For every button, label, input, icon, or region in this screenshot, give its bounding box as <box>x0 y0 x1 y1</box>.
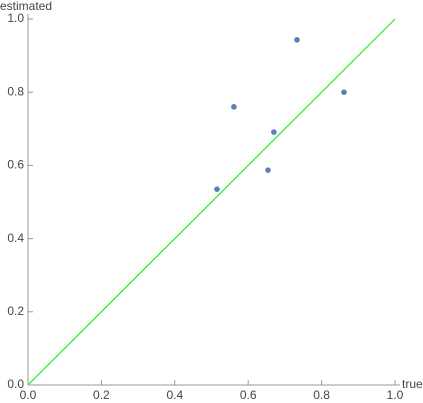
point <box>271 129 277 135</box>
x-tick-label: 0.8 <box>313 388 330 402</box>
x-tick-label: 0.6 <box>240 388 257 402</box>
x-axis-label: true <box>402 377 423 391</box>
y-tick-label: 0.4 <box>7 231 24 245</box>
y-tick-label: 1.0 <box>7 11 24 25</box>
x-tick-label: 1.0 <box>387 388 404 402</box>
x-tick-label: 0.4 <box>166 388 183 402</box>
y-tick-label: 0.8 <box>7 84 24 98</box>
y-tick-label: 0.2 <box>7 304 24 318</box>
reference-line <box>27 18 396 386</box>
point <box>265 167 271 173</box>
point <box>341 89 347 95</box>
x-tick-label: 0.2 <box>93 388 110 402</box>
y-tick-label: 0.0 <box>7 377 24 391</box>
point <box>231 104 237 110</box>
x-tick-label: 0.0 <box>20 388 37 402</box>
y-axis-label: estimated <box>0 0 52 13</box>
point <box>214 186 220 192</box>
y-tick-label: 0.6 <box>7 158 24 172</box>
point <box>294 37 300 43</box>
